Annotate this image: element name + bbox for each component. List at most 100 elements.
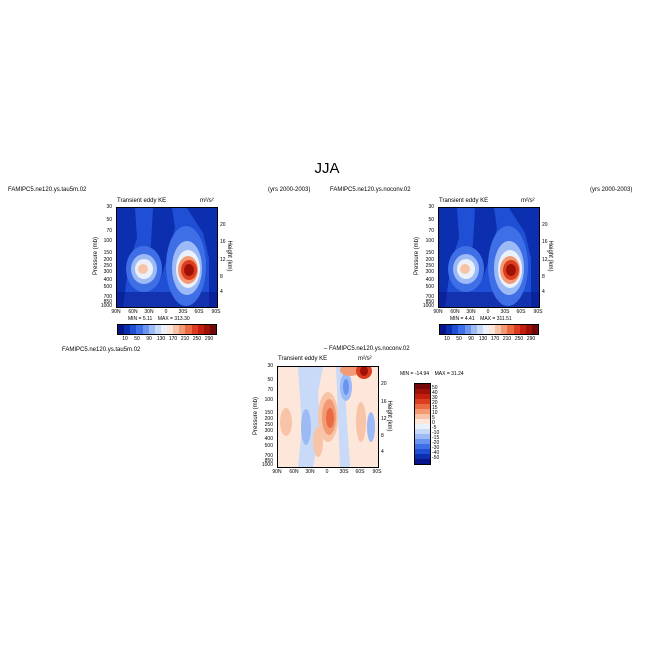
colorbar-swatch [489,325,496,334]
colorbar-vertical [414,383,431,465]
colorbar-swatch [452,325,459,334]
colorbar-horizontal [439,324,539,335]
colorbar-label: 210 [180,336,190,342]
colorbar-swatch [118,325,125,334]
colorbar-swatch [415,384,430,389]
y-tick: 1000 [100,303,112,309]
y-tick: 50 [267,377,273,383]
colorbar-swatch [191,325,198,334]
x-tick: 0 [325,469,329,475]
colorbar-label: 10 [444,336,450,342]
x-tick: 30N [466,309,476,315]
y-tick: 70 [106,228,112,234]
units-label: m²/s² [358,356,372,362]
colorbar-swatch [415,449,430,454]
y2-tick: 4 [381,449,384,455]
x-tick: 90N [111,309,121,315]
colorbar-label: 130 [156,336,166,342]
colorbar-label: -50 [432,455,440,461]
x-tick: 30N [144,309,154,315]
colorbar-label: 10 [432,410,438,416]
colorbar-label: -20 [432,440,440,446]
y-tick: 100 [264,397,273,403]
colorbar-swatch [446,325,453,334]
colorbar-label: 250 [192,336,202,342]
min-value: -14.94 [414,371,430,377]
colorbar-swatch [142,325,149,334]
y2-tick: 20 [381,381,387,387]
colorbar-label: 50 [134,336,140,342]
y2-tick: 4 [220,289,223,295]
y-tick: 250 [425,263,434,269]
y-tick: 150 [425,250,434,256]
y-tick: 30 [428,204,434,210]
colorbar-label: 170 [168,336,178,342]
y2-tick: 8 [542,274,545,280]
years-label: (yrs 2000-2003) [590,187,633,193]
main-title: JJA [314,160,340,177]
colorbar-swatch [130,325,137,334]
y-tick: 70 [267,387,273,393]
units-label: m²/s² [200,198,214,204]
colorbar-swatch [476,325,483,334]
colorbar-swatch [415,454,430,459]
colorbar-label: 90 [468,336,474,342]
colorbar-label: 210 [502,336,512,342]
colorbar-label: 50 [456,336,462,342]
y-tick: 400 [425,277,434,283]
colorbar-label: 250 [514,336,524,342]
y-tick: 150 [103,250,112,256]
contour-field [439,208,539,307]
case-label: FAMIPC5.ne120.ys.tau5m.02 [62,347,141,353]
y2-tick: 20 [542,222,548,228]
colorbar-label: 5 [432,415,435,421]
x-tick: 90S [372,469,382,475]
y-tick: 1000 [261,462,273,468]
colorbar-label: -30 [432,445,440,451]
x-tick: 60S [355,469,365,475]
y-tick: 300 [264,428,273,434]
y2-tick: 16 [381,399,387,405]
min-value: 5.11 [142,316,153,322]
y-tick: 50 [428,217,434,223]
colorbar-swatch [415,434,430,439]
colorbar-swatch [185,325,192,334]
min-max-readout: MIN = 5.11 MAX = 313.30 [128,316,190,322]
y-tick: 200 [264,416,273,422]
colorbar-swatch [148,325,155,334]
colorbar-label: 170 [490,336,500,342]
colorbar-swatch [197,325,204,334]
colorbar-swatch [464,325,471,334]
y2-tick: 8 [220,274,223,280]
plot-area [277,366,379,468]
colorbar-swatch [415,444,430,449]
y-tick: 300 [103,269,112,275]
colorbar-label: 10 [122,336,128,342]
y2-axis-label: Height (km) [226,240,232,272]
max-value: 313.30 [174,316,190,322]
y-tick: 250 [103,263,112,269]
colorbar-swatch [173,325,180,334]
colorbar-swatch [495,325,502,334]
x-tick: 30N [305,469,315,475]
y-tick: 500 [103,284,112,290]
colorbar-swatch [415,409,430,414]
y-tick: 700 [264,453,273,459]
colorbar-label: 15 [432,405,438,411]
y-tick: 250 [264,422,273,428]
max-label: MAX = [157,316,173,322]
colorbar-swatch [415,404,430,409]
units-label: m²/s² [521,198,535,204]
colorbar-label: 50 [432,385,438,391]
x-tick: 0 [164,309,168,315]
y-tick: 300 [425,269,434,275]
colorbar-swatch [415,439,430,444]
colorbar-swatch [415,414,430,419]
colorbar-label: 0 [432,420,435,426]
colorbar-swatch [525,325,532,334]
y-tick: 30 [267,363,273,369]
y-tick: 30 [106,204,112,210]
min-label: MIN = [400,371,414,377]
x-tick: 60N [289,469,299,475]
plot-area [438,207,540,308]
